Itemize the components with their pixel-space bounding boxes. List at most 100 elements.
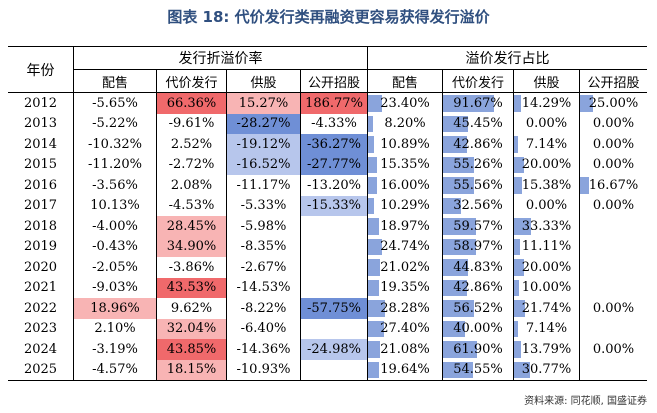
cell-value: 2.52%	[170, 136, 213, 152]
cell-value: -11.20%	[88, 157, 142, 173]
table-row: 2025 -4.57% 18.15% -10.93% 19.64% 54.55% 30.77…	[8, 359, 647, 380]
table-row: 2017 10.13% -4.53% -5.33% -15.33% 10.29% 32.56…	[8, 195, 647, 216]
cell-value: 0.00%	[592, 157, 635, 173]
data-bar	[514, 259, 525, 276]
data-table: 年份 发行折溢价率 溢价发行占比 配售 代价发行 供股 公开招股 配售 代价发行 供股 公开招…	[8, 46, 647, 381]
cell-value: 14.29%	[521, 95, 572, 111]
year-cell: 2024	[23, 341, 58, 357]
cell-value: -8.35%	[240, 239, 287, 255]
data-bar	[514, 218, 532, 235]
discount-rate-cell: -3.56%	[73, 175, 156, 196]
cell-value: 10.29%	[380, 198, 430, 214]
table-row: 2023 2.10% 32.04% -6.40% 27.40% 40.00% 7.14%	[8, 318, 647, 339]
premium-share-cell: 21.08%	[367, 339, 442, 360]
premium-share-cell: 8.20%	[367, 113, 442, 134]
data-bar	[443, 218, 476, 235]
sub-header-cell: 配售	[367, 70, 442, 92]
cell-value: 18.97%	[380, 218, 430, 234]
premium-share-cell: 0.00%	[579, 113, 647, 134]
cell-value: 15.35%	[380, 157, 430, 173]
year-cell: 2020	[23, 259, 58, 275]
cell-value: 56.52%	[453, 300, 503, 316]
cell-value: -28.27%	[236, 116, 291, 132]
cell-value: 58.97%	[453, 239, 503, 255]
premium-share-cell: 0.00%	[579, 195, 647, 216]
cell-value: 28.28%	[380, 300, 430, 316]
cell-value: -24.98%	[307, 341, 361, 357]
premium-share-cell: 0.00%	[579, 134, 647, 155]
cell-value: 186.77%	[305, 95, 363, 111]
cell-value: 21.08%	[380, 341, 430, 357]
premium-share-cell	[579, 359, 647, 380]
premium-share-cell: 55.26%	[442, 154, 513, 175]
discount-rate-cell: -19.12%	[226, 134, 300, 155]
discount-rate-cell: 43.53%	[156, 277, 226, 298]
cell-value: 10.00%	[521, 280, 572, 296]
year-cell: 2016	[23, 177, 58, 193]
cell-value: 45.45%	[453, 116, 503, 132]
sub-header-cell: 代价发行	[156, 70, 226, 92]
premium-share-cell	[579, 216, 647, 237]
discount-rate-cell	[300, 359, 367, 380]
data-bar	[368, 136, 375, 153]
premium-share-cell: 15.38%	[513, 175, 579, 196]
data-bar	[443, 279, 467, 296]
cell-value: 0.00%	[592, 116, 635, 132]
cell-value: 59.57%	[453, 218, 503, 234]
discount-rate-cell: -8.35%	[226, 236, 300, 257]
premium-share-cell: 18.97%	[367, 216, 442, 237]
data-bar	[514, 238, 520, 255]
cell-value: 42.86%	[453, 136, 503, 152]
data-bar	[443, 259, 468, 276]
data-bar	[443, 95, 494, 112]
discount-rate-cell: -4.57%	[73, 359, 156, 380]
data-bar	[514, 279, 520, 296]
discount-rate-cell	[300, 257, 367, 278]
premium-share-cell: 27.40%	[367, 318, 442, 339]
data-bar	[443, 300, 475, 317]
cell-value: -5.65%	[92, 95, 138, 111]
cell-value: 34.90%	[166, 239, 217, 255]
cell-value: -6.40%	[240, 321, 287, 337]
table-row: 2016 -3.56% 2.08% -11.17% -13.20% 16.00% 55.56…	[8, 175, 647, 196]
cell-value: -4.57%	[92, 362, 138, 378]
discount-rate-cell: 2.08%	[156, 175, 226, 196]
cell-value: -27.77%	[307, 157, 361, 173]
premium-share-cell: 21.74%	[513, 298, 579, 319]
premium-share-cell: 59.57%	[442, 216, 513, 237]
cell-value: 91.67%	[453, 95, 503, 111]
discount-rate-cell: -6.40%	[226, 318, 300, 339]
discount-rate-cell: -5.33%	[226, 195, 300, 216]
premium-share-cell	[579, 257, 647, 278]
premium-share-cell: 16.67%	[579, 175, 647, 196]
cell-value: 0.00%	[525, 198, 568, 214]
discount-rate-cell: -57.75%	[300, 298, 367, 319]
data-bar	[368, 238, 383, 255]
cell-value: -5.22%	[92, 116, 138, 132]
premium-share-cell: 0.00%	[513, 195, 579, 216]
data-bar	[514, 300, 526, 317]
data-bar	[514, 95, 522, 112]
cell-value: -14.36%	[236, 341, 291, 357]
cell-value: 66.36%	[166, 95, 217, 111]
cell-value: 32.04%	[166, 321, 217, 337]
year-cell: 2014	[23, 136, 58, 152]
cell-value: 28.45%	[166, 218, 217, 234]
cell-value: 19.35%	[380, 280, 430, 296]
source-note: 资料来源: 同花顺, 国盛证券	[524, 396, 647, 407]
premium-share-cell: 42.86%	[442, 277, 513, 298]
data-bar	[514, 156, 525, 173]
discount-rate-cell: -24.98%	[300, 339, 367, 360]
data-bar	[514, 320, 518, 337]
cell-value: 15.27%	[238, 95, 289, 111]
cell-value: -4.53%	[168, 198, 215, 214]
data-bar	[368, 361, 380, 378]
cell-value: -3.86%	[168, 259, 215, 275]
cell-value: -14.53%	[236, 280, 291, 296]
premium-share-cell: 0.00%	[579, 154, 647, 175]
cell-value: 54.55%	[453, 362, 503, 378]
premium-share-cell: 0.00%	[579, 339, 647, 360]
discount-rate-cell: -0.43%	[73, 236, 156, 257]
chart-title: 图表 18: 代价发行类再融资更容易获得发行溢价	[167, 8, 490, 26]
discount-rate-cell: -4.33%	[300, 113, 367, 134]
